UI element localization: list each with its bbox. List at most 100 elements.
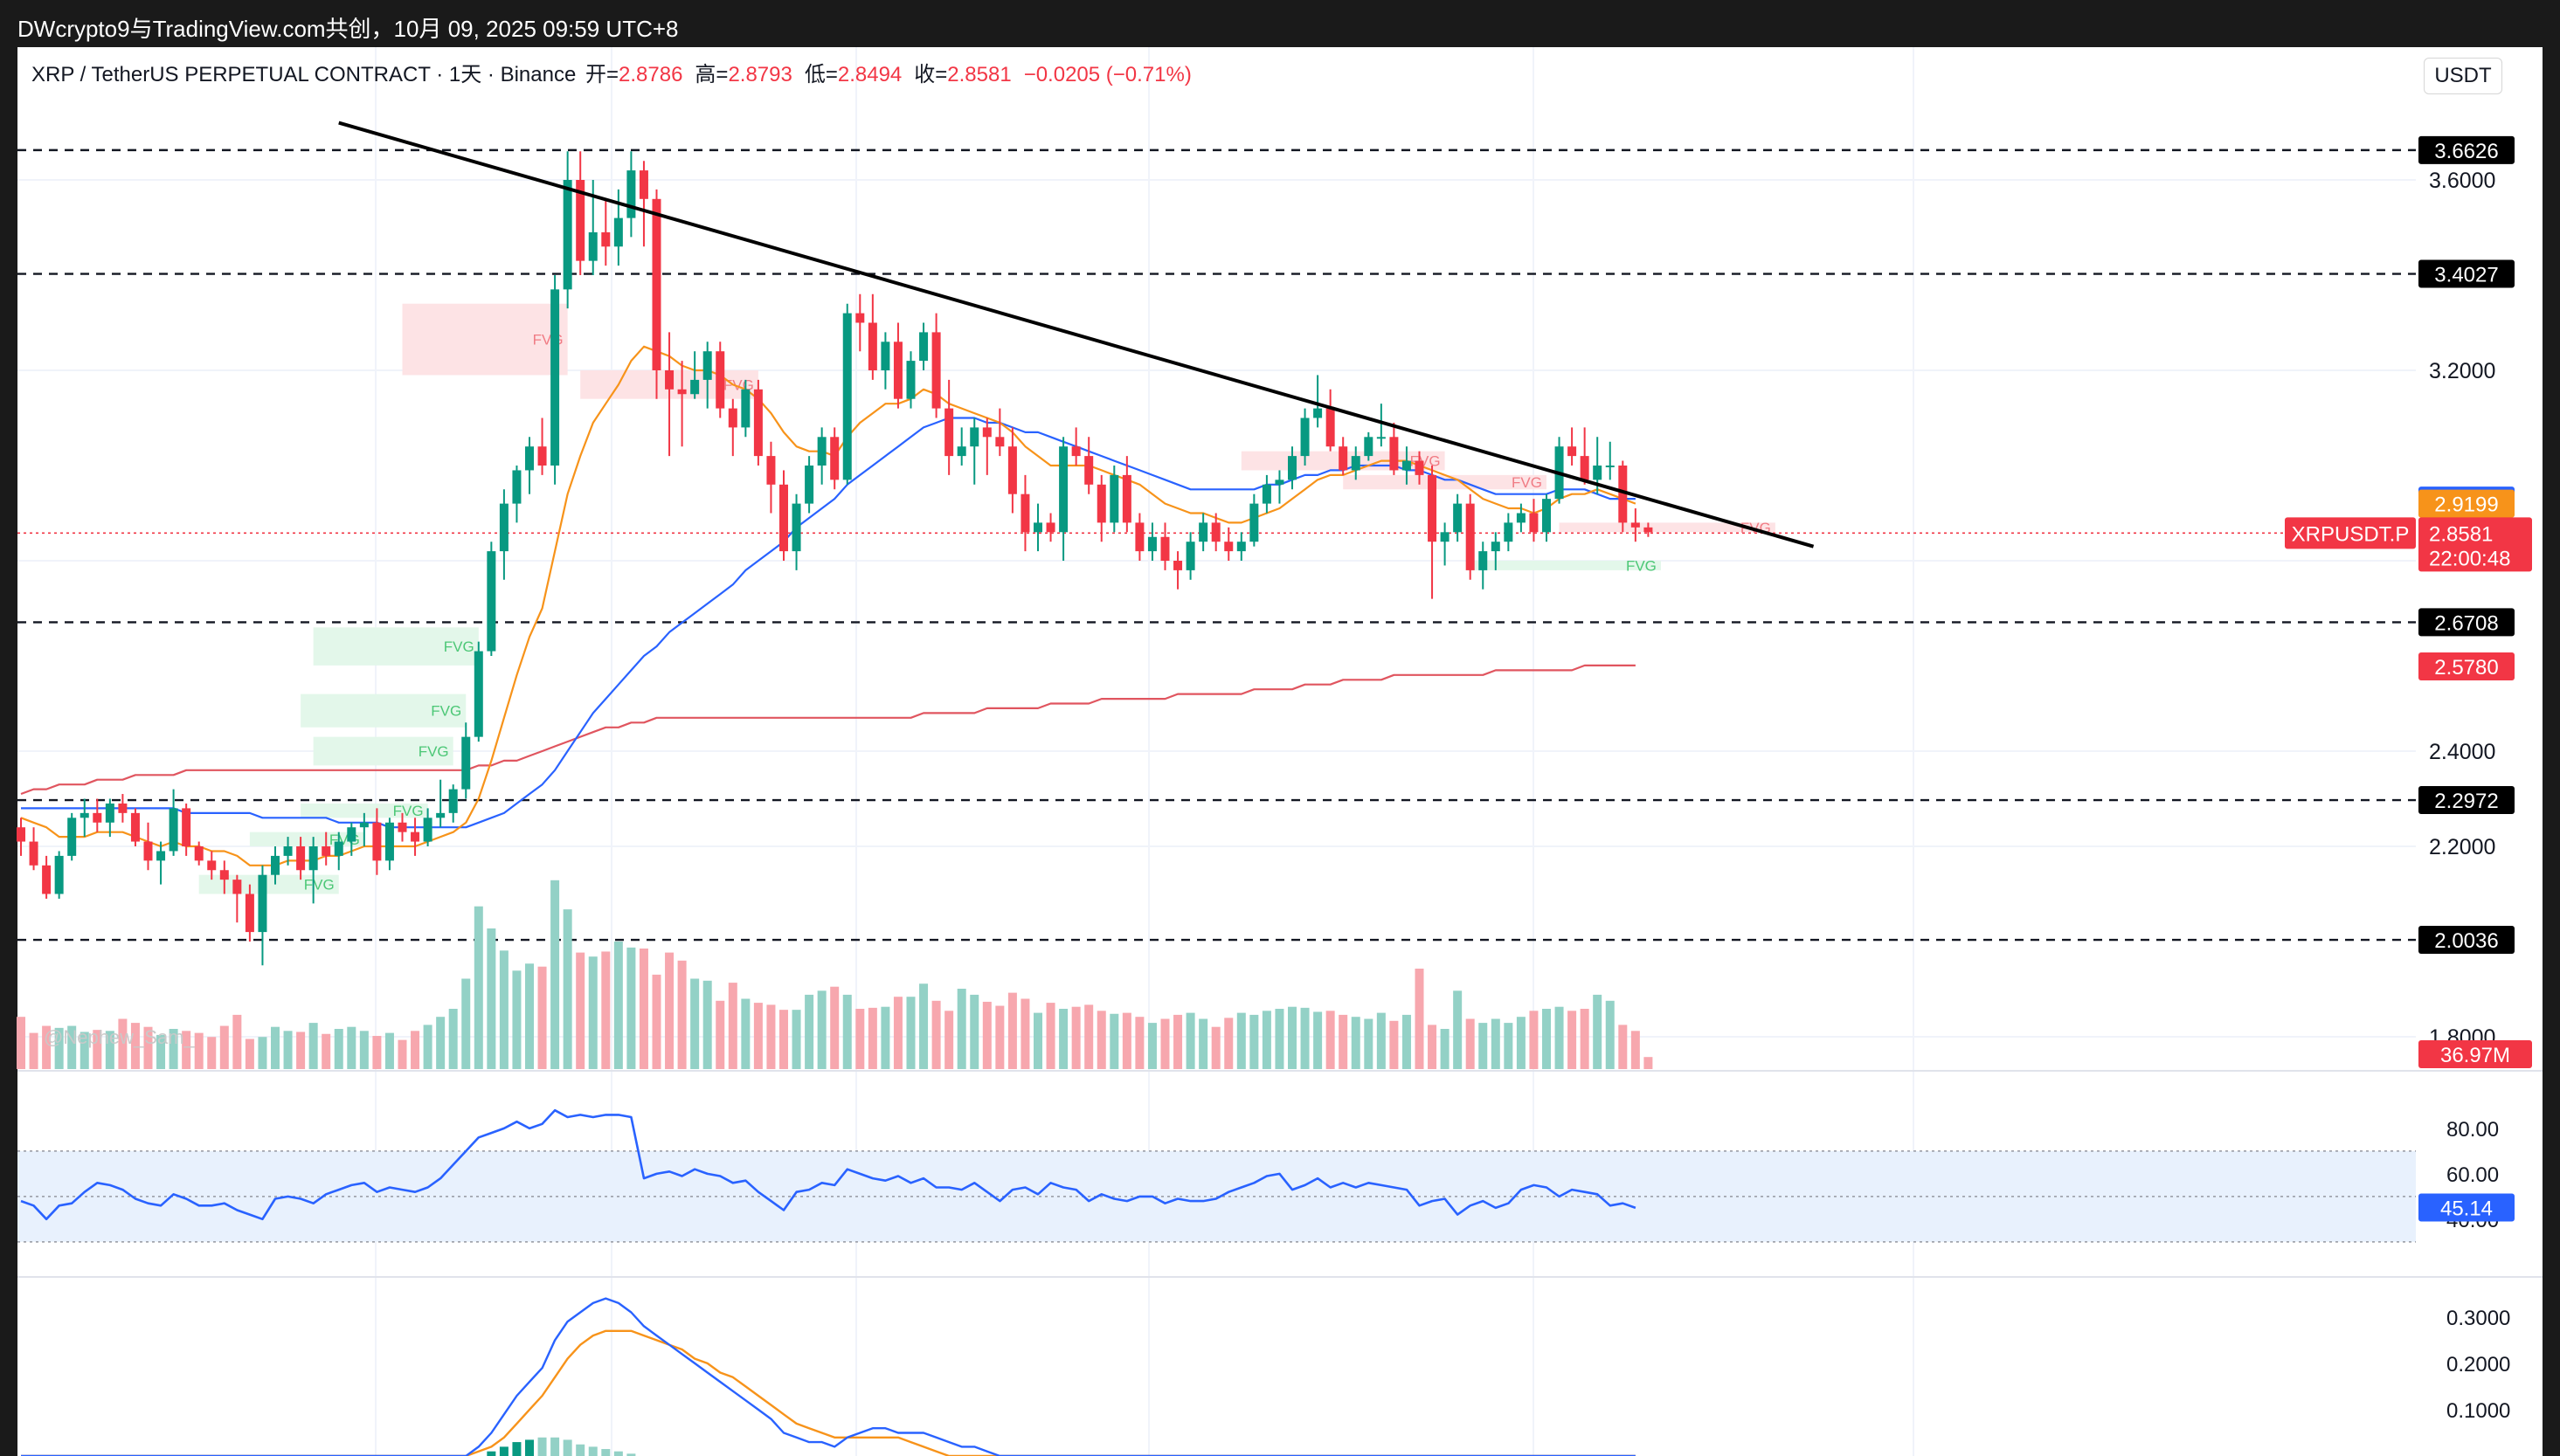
trendline[interactable] (338, 121, 1815, 549)
candle[interactable] (436, 779, 446, 828)
candle[interactable] (1325, 389, 1335, 452)
candle[interactable] (1275, 470, 1284, 504)
candle[interactable] (283, 837, 293, 866)
candle[interactable] (995, 408, 1005, 457)
candle[interactable] (1122, 456, 1131, 533)
candle[interactable] (842, 303, 852, 485)
candle[interactable] (1567, 427, 1577, 466)
candle[interactable] (1110, 466, 1119, 533)
candle[interactable] (1516, 503, 1526, 533)
candle[interactable] (1428, 466, 1437, 599)
candle[interactable] (1186, 532, 1195, 580)
candle[interactable] (334, 832, 343, 871)
candle[interactable] (1605, 441, 1615, 480)
candle[interactable] (779, 470, 788, 561)
candle[interactable] (1199, 513, 1208, 552)
candle[interactable] (448, 784, 458, 823)
candle[interactable] (271, 846, 280, 885)
candle[interactable] (1630, 508, 1640, 542)
candle[interactable] (474, 641, 483, 742)
candle[interactable] (1478, 542, 1488, 590)
candle[interactable] (563, 151, 572, 309)
candle[interactable] (359, 812, 369, 846)
candle[interactable] (982, 417, 992, 475)
candle[interactable] (232, 874, 242, 923)
candle[interactable] (156, 841, 166, 885)
candle[interactable] (716, 342, 725, 418)
candle[interactable] (1021, 474, 1030, 552)
candle[interactable] (1313, 375, 1323, 428)
candle[interactable] (753, 379, 763, 466)
candle[interactable] (1007, 427, 1017, 514)
candle[interactable] (1262, 474, 1271, 514)
candle[interactable] (792, 493, 801, 570)
candle[interactable] (308, 837, 318, 904)
candle[interactable] (525, 437, 534, 494)
candle[interactable] (512, 466, 522, 523)
candle[interactable] (1236, 532, 1246, 561)
candle[interactable] (93, 798, 102, 832)
candle[interactable] (1529, 499, 1539, 542)
candle[interactable] (652, 189, 661, 399)
candle[interactable] (639, 161, 648, 247)
candle[interactable] (677, 361, 687, 447)
candle[interactable] (1580, 427, 1589, 485)
candle[interactable] (118, 794, 128, 823)
candle[interactable] (931, 313, 941, 418)
candle[interactable] (1300, 408, 1310, 466)
candle[interactable] (881, 332, 890, 390)
candle[interactable] (1643, 522, 1653, 537)
candle[interactable] (411, 818, 420, 856)
candle[interactable] (1071, 427, 1081, 466)
macd-pane[interactable]: 0.3000 0.2000 0.1000 (21, 1297, 2510, 1456)
candle[interactable] (54, 851, 64, 899)
candle[interactable] (1097, 474, 1106, 542)
candle[interactable] (665, 332, 675, 457)
candle[interactable] (1364, 431, 1373, 461)
candle[interactable] (245, 884, 254, 942)
candle[interactable] (944, 379, 954, 475)
candle[interactable] (1224, 527, 1234, 561)
candle[interactable] (194, 841, 204, 866)
candle[interactable] (855, 293, 865, 352)
candle[interactable] (169, 789, 178, 856)
candle[interactable] (67, 812, 77, 861)
candle[interactable] (1453, 493, 1463, 542)
candle[interactable] (17, 818, 25, 856)
candle[interactable] (1339, 437, 1348, 475)
candles[interactable] (17, 151, 1653, 966)
currency-button[interactable]: USDT (2424, 58, 2502, 94)
candle[interactable] (1211, 513, 1221, 552)
candle[interactable] (893, 322, 903, 409)
candle[interactable] (1440, 522, 1450, 566)
candle[interactable] (130, 808, 140, 846)
candle[interactable] (1491, 532, 1500, 570)
candle[interactable] (1351, 446, 1360, 480)
candle[interactable] (1415, 451, 1424, 485)
candle[interactable] (296, 837, 306, 880)
candle[interactable] (182, 803, 191, 856)
candle[interactable] (384, 818, 394, 871)
candle[interactable] (499, 489, 509, 580)
candle[interactable] (830, 427, 840, 490)
candle[interactable] (398, 812, 407, 842)
candle[interactable] (1046, 513, 1055, 542)
candle[interactable] (576, 151, 585, 275)
candle[interactable] (601, 198, 611, 266)
candle[interactable] (1034, 503, 1042, 552)
candle[interactable] (1147, 522, 1157, 561)
trendline-layer[interactable] (338, 121, 1815, 549)
candle[interactable] (868, 293, 877, 380)
candle[interactable] (1618, 460, 1628, 533)
candle[interactable] (207, 851, 217, 880)
candle[interactable] (906, 351, 916, 409)
candle[interactable] (1401, 446, 1411, 485)
candle[interactable] (347, 822, 356, 856)
candle[interactable] (322, 832, 331, 866)
candle[interactable] (1376, 404, 1386, 447)
candle[interactable] (423, 808, 432, 846)
candle[interactable] (537, 417, 547, 475)
candle[interactable] (1173, 551, 1183, 590)
